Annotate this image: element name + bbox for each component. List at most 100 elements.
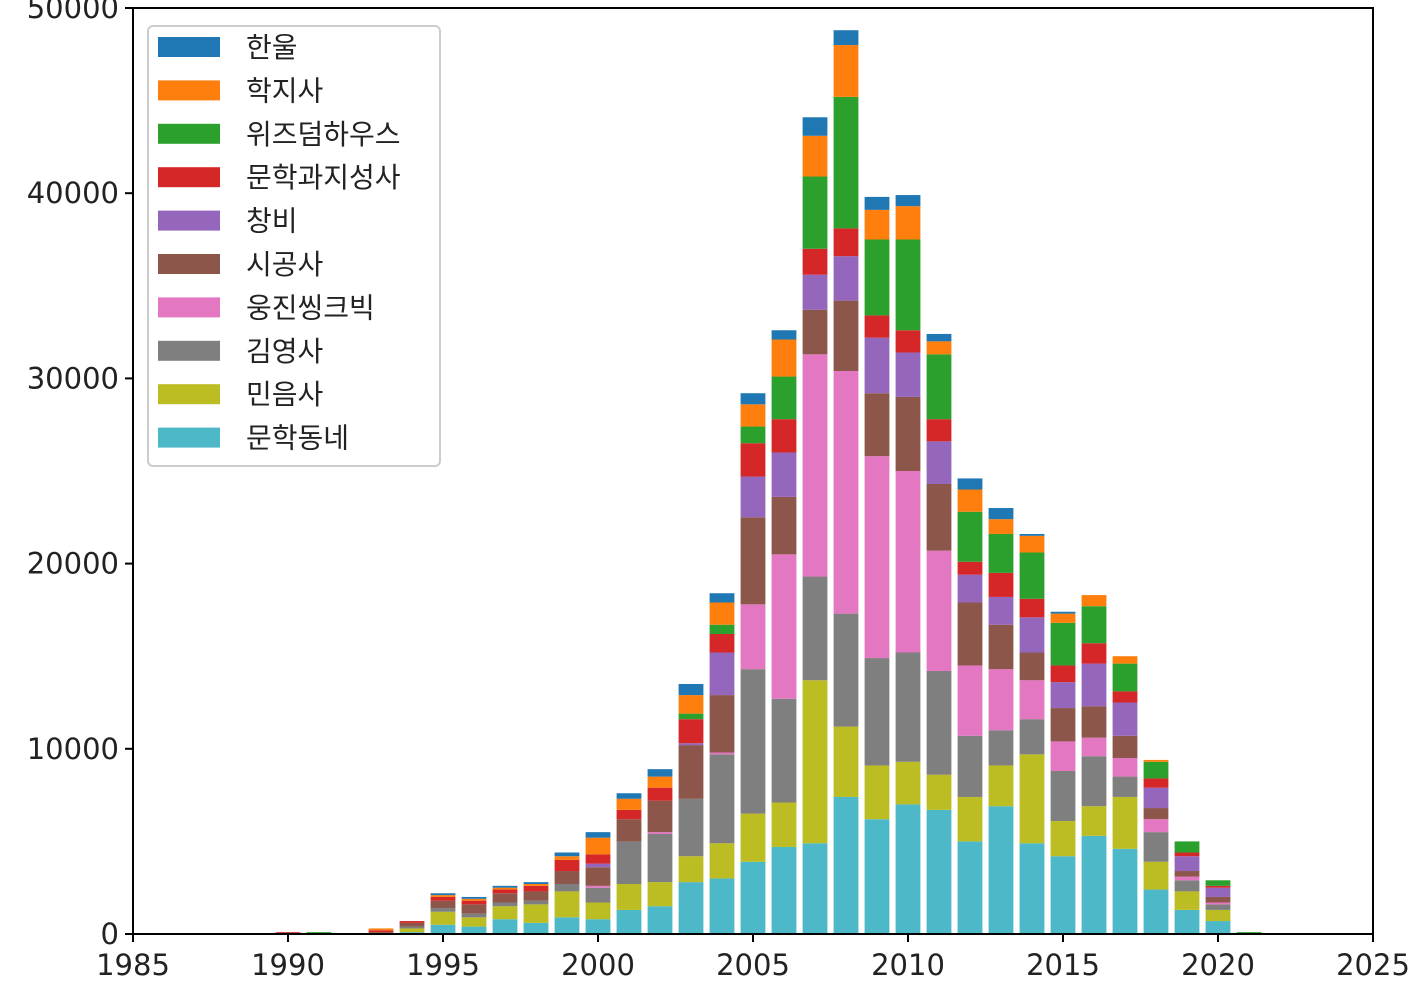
bar-segment [864, 209, 890, 240]
bar-segment [740, 604, 766, 670]
y-tick-label: 40000 [27, 176, 119, 210]
bar-segment [523, 884, 549, 886]
bar-segment [678, 856, 704, 883]
bar-segment [1174, 841, 1200, 853]
bar-segment [616, 819, 642, 842]
bar-segment [926, 809, 952, 934]
legend-swatch [158, 297, 220, 318]
bar-segment [585, 837, 611, 855]
bar-segment [709, 593, 735, 603]
bar-segment [709, 843, 735, 879]
bar-segment [771, 698, 797, 803]
bar-segment [678, 798, 704, 857]
x-tick-label: 2015 [1026, 948, 1100, 982]
bar-segment [1019, 533, 1045, 536]
bar-segment [988, 806, 1014, 934]
bar-segment [802, 354, 828, 577]
bar-segment [1112, 735, 1138, 759]
bar-segment [1205, 904, 1231, 910]
x-tick-label: 2020 [1181, 948, 1255, 982]
bar-segment [1081, 835, 1107, 934]
bar-segment [492, 887, 518, 890]
bar-segment [1174, 852, 1200, 857]
bar-segment [430, 908, 456, 912]
bar-segment [926, 483, 952, 551]
bar-segment [709, 752, 735, 755]
bar-segment [833, 796, 859, 934]
bar-segment [678, 695, 704, 714]
bar-segment [740, 861, 766, 934]
bar-segment [616, 793, 642, 799]
bar-segment [1050, 708, 1076, 742]
bar-segment [399, 926, 425, 929]
bar-segment [678, 882, 704, 934]
bar-segment [647, 769, 673, 777]
bar-segment [1205, 887, 1231, 897]
bar-segment [1081, 643, 1107, 664]
bar-segment [1174, 876, 1200, 881]
legend-label: 학지사 [246, 74, 323, 107]
bar-segment [647, 833, 673, 883]
bar-segment [988, 519, 1014, 534]
x-tick-label: 1985 [96, 948, 170, 982]
bar-segment [926, 441, 952, 484]
legend-label: 한울 [246, 31, 298, 64]
bar-segment [926, 419, 952, 442]
bar-segment [523, 882, 549, 884]
bar-segment [740, 426, 766, 444]
bar-segment [1050, 613, 1076, 623]
bar-segment [554, 859, 580, 872]
bar-segment [771, 554, 797, 699]
bar-segment [678, 743, 704, 746]
bar-segment [461, 900, 487, 905]
bar-segment [1143, 778, 1169, 788]
bar-segment [1050, 856, 1076, 934]
bar-segment [1019, 552, 1045, 599]
bar-segment [461, 904, 487, 914]
bar-segment [833, 96, 859, 229]
bar-segment [833, 228, 859, 257]
bar-segment [554, 884, 580, 892]
bar-segment [1019, 617, 1045, 653]
legend-swatch [158, 427, 220, 448]
bar-segment [1112, 796, 1138, 849]
y-axis: 0 10000 20000 30000 40000 50000 [27, 0, 133, 951]
bar-segment [771, 339, 797, 377]
x-tick-label: 2025 [1336, 948, 1410, 982]
legend-label: 시공사 [246, 248, 323, 281]
x-tick-label: 2000 [561, 948, 635, 982]
legend-box [147, 25, 441, 467]
bar-segment [895, 396, 921, 471]
x-tick-label: 1990 [251, 948, 325, 982]
bar-segment [1050, 771, 1076, 822]
bar-segment [1143, 759, 1169, 762]
bar-segment [709, 633, 735, 653]
y-tick-label: 10000 [27, 732, 119, 766]
bar-segment [616, 809, 642, 820]
bar-segment [1050, 622, 1076, 666]
bar-segment [833, 726, 859, 797]
bar-segment [864, 456, 890, 659]
bar-segment [1019, 652, 1045, 681]
bar-segment [368, 930, 394, 933]
bar-segment [802, 274, 828, 310]
bar-segment [492, 919, 518, 934]
bar-segment [1143, 761, 1169, 779]
bar-segment [1174, 880, 1200, 892]
bar-segment [1112, 702, 1138, 736]
bar-segment [988, 765, 1014, 807]
bar-segment [864, 765, 890, 820]
bar-segment [554, 891, 580, 918]
legend-label: 위즈덤하우스 [246, 118, 401, 151]
bar-segment [709, 878, 735, 934]
bar-segment [895, 239, 921, 331]
legend-swatch [158, 123, 220, 144]
bar-segment [1050, 611, 1076, 614]
legend-swatch [158, 384, 220, 405]
bar-segment [523, 891, 549, 901]
bar-segment [957, 841, 983, 934]
bar-segment [1019, 719, 1045, 755]
bar-segment [523, 900, 549, 905]
bar-segment [771, 376, 797, 420]
